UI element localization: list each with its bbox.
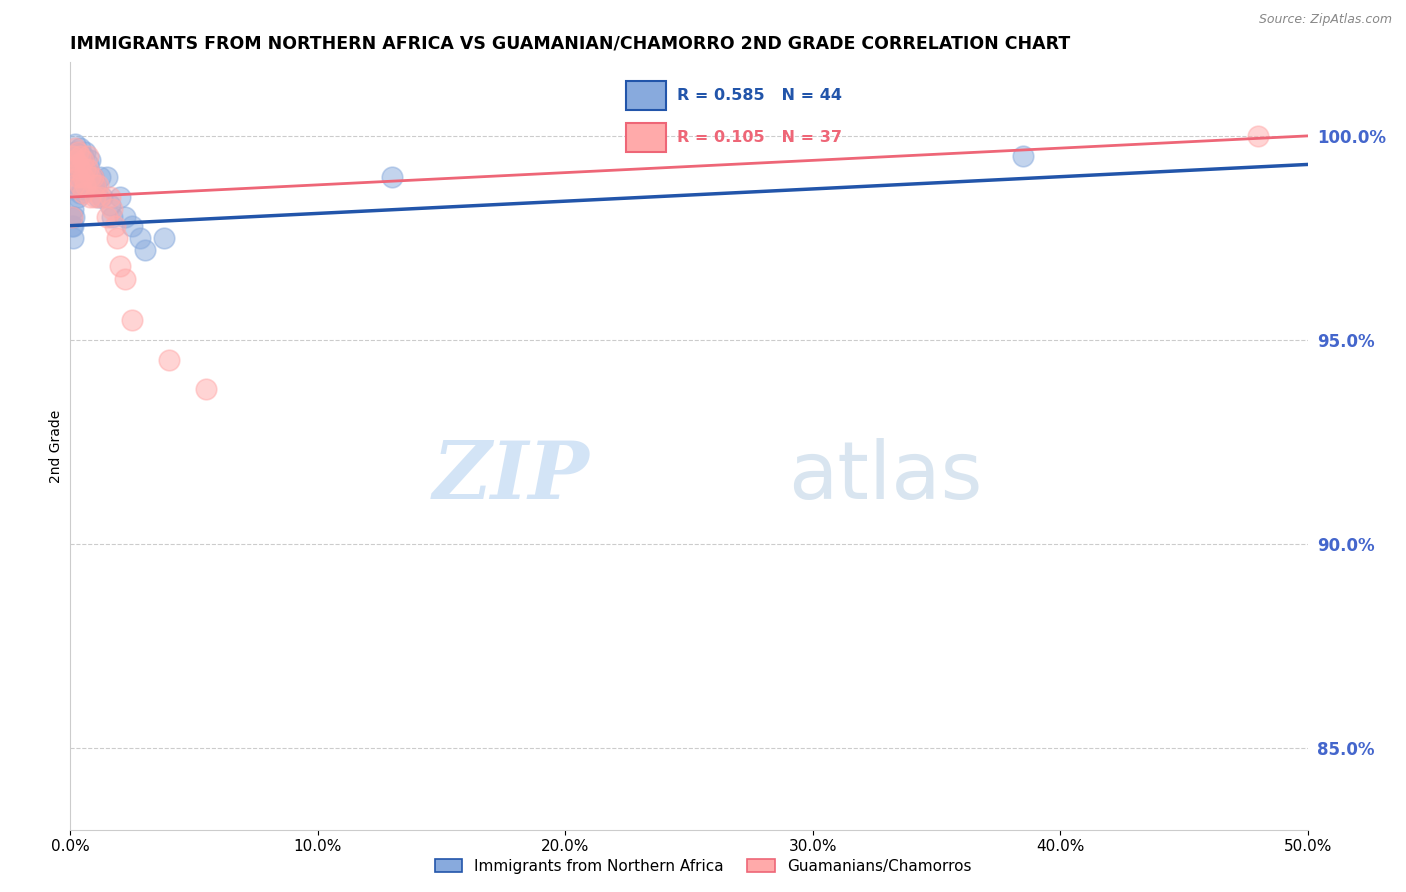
Point [72,186,94,200]
Point [79,178,101,192]
Point [62,202,84,217]
Point [114,211,136,225]
Point [381,169,404,184]
Point [1012,149,1035,163]
Point [65,136,87,151]
Point [101,211,124,225]
Point [134,243,156,257]
Point [91,190,114,204]
Point [96,169,118,184]
Point [76,174,98,188]
Point [76,157,98,171]
Point [66,190,89,204]
Point [98,190,121,204]
Point [105,231,128,245]
Point [195,382,218,396]
Point [75,178,97,192]
Point [82,169,104,184]
Point [66,157,89,171]
Point [79,153,101,168]
Point [72,153,94,168]
FancyBboxPatch shape [626,81,666,110]
Point [65,157,87,171]
Point [60,219,83,233]
Y-axis label: 2nd Grade: 2nd Grade [49,409,63,483]
Point [69,141,91,155]
Point [62,161,84,176]
Point [108,260,131,274]
Point [76,161,98,176]
Point [63,211,86,225]
Point [69,178,91,192]
Text: IMMIGRANTS FROM NORTHERN AFRICA VS GUAMANIAN/CHAMORRO 2ND GRADE CORRELATION CHAR: IMMIGRANTS FROM NORTHERN AFRICA VS GUAMA… [70,35,1070,53]
Point [108,190,131,204]
Point [75,145,97,160]
Point [66,145,89,160]
Point [63,178,86,192]
Point [89,169,111,184]
Point [82,169,104,184]
Point [62,219,84,233]
Point [69,161,91,176]
Point [84,178,107,192]
Point [72,169,94,184]
Point [84,190,107,204]
Text: ZIP: ZIP [433,438,591,516]
Point [65,145,87,160]
Point [65,153,87,168]
Text: Source: ZipAtlas.com: Source: ZipAtlas.com [1258,13,1392,27]
Point [65,149,87,163]
Point [86,178,108,192]
Point [96,211,118,225]
Point [86,190,108,204]
Point [1247,128,1270,143]
Point [66,161,89,176]
Point [101,202,124,217]
Point [84,178,107,192]
Point [89,190,111,204]
Point [128,231,150,245]
Point [65,141,87,155]
Point [75,178,97,192]
Point [157,353,180,368]
Point [121,219,143,233]
Point [79,169,101,184]
Point [79,190,101,204]
Text: R = 0.105   N = 37: R = 0.105 N = 37 [678,130,842,145]
Point [69,149,91,163]
Text: atlas: atlas [787,438,983,516]
Point [72,169,94,184]
Point [66,178,89,192]
Point [72,182,94,196]
Point [104,219,127,233]
Point [69,169,91,184]
Point [69,153,91,168]
Point [75,161,97,176]
Point [72,149,94,163]
Point [66,149,89,163]
Point [76,149,98,163]
Point [60,211,83,225]
Point [153,231,176,245]
Point [62,231,84,245]
Point [66,169,89,184]
Point [60,211,83,225]
Point [98,198,121,212]
Point [62,149,84,163]
FancyBboxPatch shape [626,123,666,152]
Point [69,186,91,200]
Text: R = 0.585   N = 44: R = 0.585 N = 44 [678,88,842,103]
Point [114,271,136,285]
Point [121,312,143,326]
Point [75,161,97,176]
Legend: Immigrants from Northern Africa, Guamanians/Chamorros: Immigrants from Northern Africa, Guamani… [429,853,977,880]
